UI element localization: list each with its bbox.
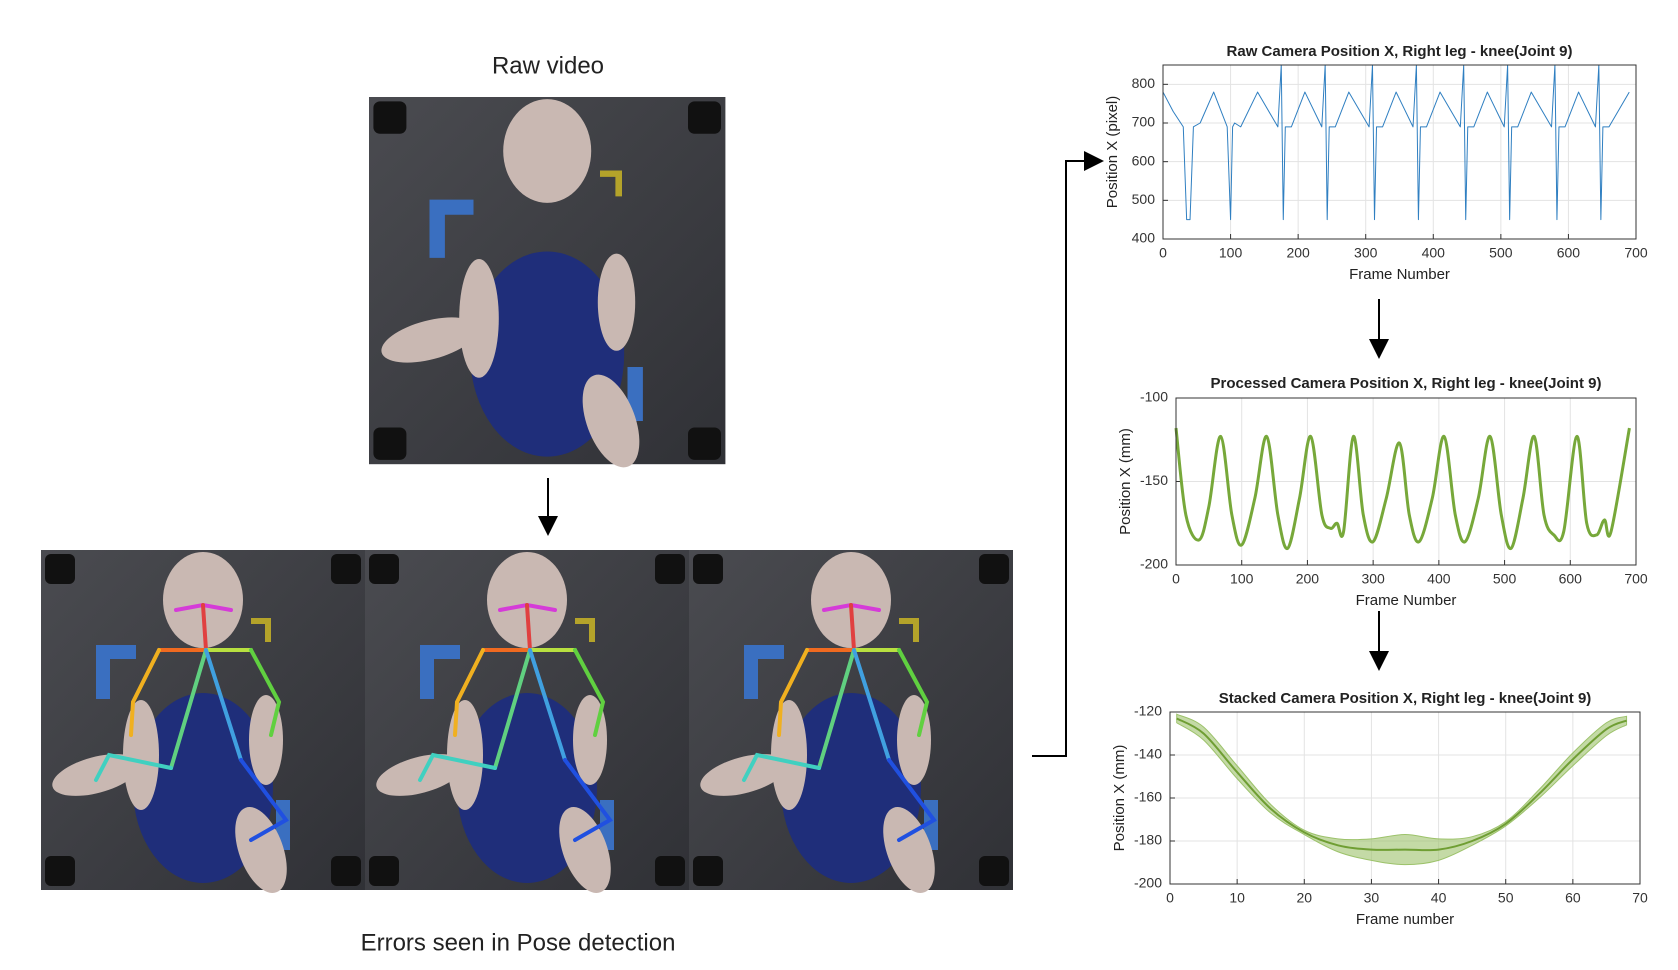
plot-frame	[1162, 64, 1637, 240]
x-tick-label: 600	[1559, 571, 1583, 587]
x-tick-label: 60	[1565, 890, 1581, 906]
x-tick-label: 70	[1632, 890, 1648, 906]
pose-frame	[41, 550, 365, 900]
x-tick-label: 200	[1296, 571, 1320, 587]
y-axis-label: Position X (pixel)	[1104, 96, 1121, 209]
x-tick-label: 700	[1624, 571, 1648, 587]
x-tick-label: 10	[1229, 890, 1245, 906]
confidence-band	[1176, 713, 1628, 866]
data-line	[1162, 64, 1630, 221]
x-tick-label: 40	[1431, 890, 1447, 906]
y-tick-label: -100	[1140, 389, 1168, 405]
raw-video-title: Raw video	[492, 52, 604, 79]
x-tick-label: 0	[1166, 890, 1174, 906]
x-tick-label: 200	[1286, 245, 1310, 261]
pose-frame	[689, 550, 1013, 900]
x-tick-label: 50	[1498, 890, 1514, 906]
chart-title: Processed Camera Position X, Right leg -…	[1211, 375, 1602, 392]
y-tick-label: 500	[1132, 191, 1156, 207]
y-tick-label: -180	[1134, 832, 1162, 848]
x-tick-label: 100	[1219, 245, 1243, 261]
data-line	[1174, 427, 1631, 550]
x-axis-label: Frame Number	[1349, 266, 1450, 283]
y-tick-label: 400	[1132, 230, 1156, 246]
x-tick-label: 500	[1493, 571, 1517, 587]
y-tick-label: -200	[1140, 556, 1168, 572]
y-tick-label: -160	[1134, 789, 1162, 805]
x-tick-label: 700	[1624, 245, 1648, 261]
plot-frame	[1169, 711, 1641, 885]
y-axis-label: Position X (mm)	[1117, 428, 1134, 535]
plot-area	[1163, 65, 1636, 239]
y-tick-label: -120	[1134, 703, 1162, 719]
x-tick-label: 30	[1364, 890, 1380, 906]
y-tick-label: -140	[1134, 746, 1162, 762]
pose-frame	[365, 550, 689, 900]
connector-arrow	[1032, 151, 1104, 757]
y-tick-label: -150	[1140, 472, 1168, 488]
y-axis-label: Position X (mm)	[1111, 745, 1128, 852]
data-line	[1176, 717, 1627, 852]
x-tick-label: 0	[1159, 245, 1167, 261]
x-tick-label: 400	[1427, 571, 1451, 587]
y-tick-label: 800	[1132, 75, 1156, 91]
x-tick-label: 600	[1557, 245, 1581, 261]
x-tick-label: 300	[1354, 245, 1378, 261]
x-tick-label: 400	[1422, 245, 1446, 261]
chart-title: Raw Camera Position X, Right leg - knee(…	[1227, 43, 1573, 60]
y-tick-label: 700	[1132, 114, 1156, 130]
x-axis-label: Frame number	[1356, 911, 1454, 928]
pose-errors-caption: Errors seen in Pose detection	[361, 929, 676, 956]
x-tick-label: 300	[1361, 571, 1385, 587]
x-tick-label: 500	[1489, 245, 1513, 261]
chart-title: Stacked Camera Position X, Right leg - k…	[1219, 690, 1592, 707]
x-tick-label: 20	[1296, 890, 1312, 906]
raw-video-frame	[369, 97, 726, 475]
x-tick-label: 100	[1230, 571, 1254, 587]
plot-frame	[1175, 397, 1637, 566]
x-tick-label: 0	[1172, 571, 1180, 587]
y-tick-label: -200	[1134, 875, 1162, 891]
x-axis-label: Frame Number	[1356, 592, 1457, 609]
y-tick-label: 600	[1132, 152, 1156, 168]
